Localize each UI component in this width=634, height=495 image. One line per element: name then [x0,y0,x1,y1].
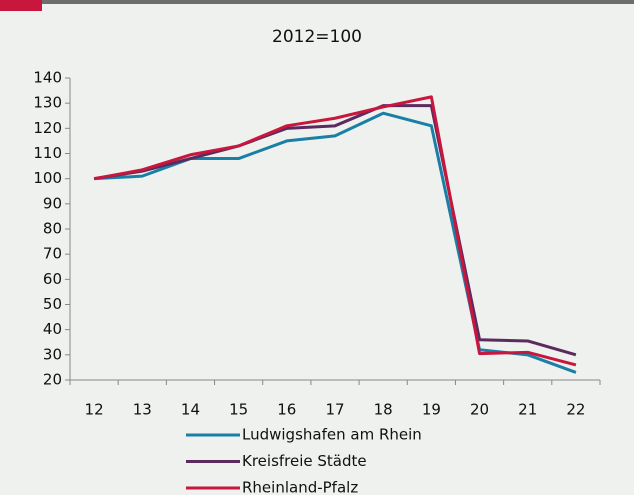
x-tick-label: 19 [422,401,441,419]
y-tick-label: 140 [33,69,62,87]
x-tick-label: 21 [518,401,537,419]
y-tick-label: 70 [43,245,62,263]
top-accent [0,0,42,11]
legend-label: Kreisfreie Städte [242,452,367,470]
chart-title: 2012=100 [272,27,362,47]
x-tick-label: 20 [470,401,489,419]
x-tick-label: 14 [181,401,200,419]
x-tick-label: 12 [85,401,104,419]
legend-label: Ludwigshafen am Rhein [242,426,422,444]
y-tick-label: 110 [33,144,62,162]
y-tick-label: 20 [43,371,62,389]
series-line [93,95,577,367]
x-tick-label: 18 [374,401,393,419]
y-tick-label: 40 [43,320,62,338]
x-tick-label: 22 [566,401,585,419]
x-tick-label: 16 [277,401,296,419]
x-tick-label: 15 [229,401,248,419]
y-tick-label: 80 [43,220,62,238]
y-tick-label: 60 [43,270,62,288]
y-tick-label: 120 [33,119,62,137]
series-line [93,104,577,357]
y-tick-label: 30 [43,345,62,363]
y-tick-label: 130 [33,94,62,112]
y-tick-label: 90 [43,194,62,212]
x-tick-label: 17 [325,401,344,419]
legend-label: Rheinland-Pfalz [242,479,358,495]
top-bar [0,0,634,4]
x-tick-label: 13 [133,401,152,419]
y-tick-label: 100 [33,169,62,187]
series-line [94,111,577,374]
y-tick-label: 50 [43,295,62,313]
